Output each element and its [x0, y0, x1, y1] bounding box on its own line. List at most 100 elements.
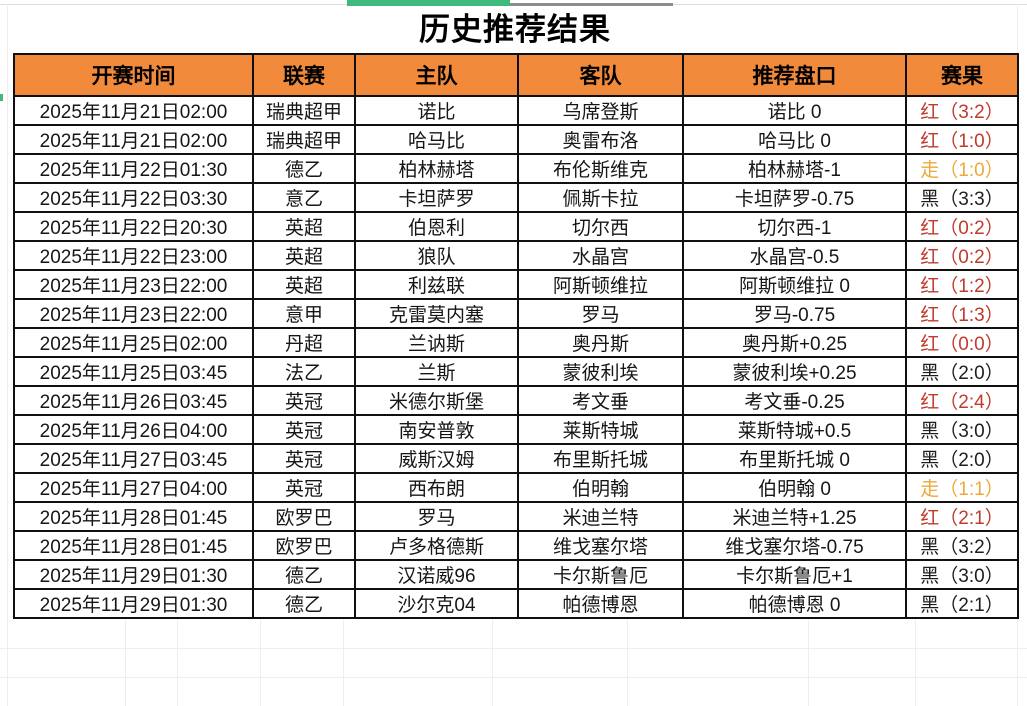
result-cell[interactable]: 红（1:0）: [905, 124, 1019, 155]
away-team-cell[interactable]: 乌席登斯: [517, 95, 684, 126]
kickoff-time-cell[interactable]: 2025年11月21日02:00: [13, 95, 254, 126]
horizontal-scrollbar-thumb[interactable]: [347, 0, 510, 6]
column-header-handicap[interactable]: 推荐盘口: [682, 53, 907, 97]
away-team-cell[interactable]: 蒙彼利埃: [517, 356, 684, 387]
league-cell[interactable]: 欧罗巴: [252, 530, 356, 561]
league-cell[interactable]: 德乙: [252, 588, 356, 619]
kickoff-time-cell[interactable]: 2025年11月22日23:00: [13, 240, 254, 271]
home-team-cell[interactable]: 兰讷斯: [354, 327, 519, 358]
home-team-cell[interactable]: 沙尔克04: [354, 588, 519, 619]
result-cell[interactable]: 黑（3:0）: [905, 559, 1019, 590]
home-team-cell[interactable]: 卡坦萨罗: [354, 182, 519, 213]
kickoff-time-cell[interactable]: 2025年11月27日03:45: [13, 443, 254, 474]
home-team-cell[interactable]: 狼队: [354, 240, 519, 271]
kickoff-time-cell[interactable]: 2025年11月28日01:45: [13, 501, 254, 532]
kickoff-time-cell[interactable]: 2025年11月29日01:30: [13, 588, 254, 619]
away-team-cell[interactable]: 罗马: [517, 298, 684, 329]
handicap-cell[interactable]: 罗马-0.75: [682, 298, 907, 329]
handicap-cell[interactable]: 帕德博恩 0: [682, 588, 907, 619]
column-header-result[interactable]: 赛果: [905, 53, 1019, 97]
home-team-cell[interactable]: 伯恩利: [354, 211, 519, 242]
handicap-cell[interactable]: 卡尔斯鲁厄+1: [682, 559, 907, 590]
handicap-cell[interactable]: 奥丹斯+0.25: [682, 327, 907, 358]
away-team-cell[interactable]: 米迪兰特: [517, 501, 684, 532]
league-cell[interactable]: 英超: [252, 269, 356, 300]
home-team-cell[interactable]: 柏林赫塔: [354, 153, 519, 184]
home-team-cell[interactable]: 罗马: [354, 501, 519, 532]
kickoff-time-cell[interactable]: 2025年11月28日01:45: [13, 530, 254, 561]
result-cell[interactable]: 红（0:2）: [905, 211, 1019, 242]
handicap-cell[interactable]: 切尔西-1: [682, 211, 907, 242]
kickoff-time-cell[interactable]: 2025年11月25日02:00: [13, 327, 254, 358]
handicap-cell[interactable]: 米迪兰特+1.25: [682, 501, 907, 532]
handicap-cell[interactable]: 伯明翰 0: [682, 472, 907, 503]
league-cell[interactable]: 意甲: [252, 298, 356, 329]
result-cell[interactable]: 红（1:2）: [905, 269, 1019, 300]
league-cell[interactable]: 英超: [252, 240, 356, 271]
horizontal-scrollbar-track[interactable]: [510, 3, 673, 6]
handicap-cell[interactable]: 莱斯特城+0.5: [682, 414, 907, 445]
handicap-cell[interactable]: 阿斯顿维拉 0: [682, 269, 907, 300]
league-cell[interactable]: 英冠: [252, 414, 356, 445]
handicap-cell[interactable]: 考文垂-0.25: [682, 385, 907, 416]
league-cell[interactable]: 欧罗巴: [252, 501, 356, 532]
away-team-cell[interactable]: 奥丹斯: [517, 327, 684, 358]
handicap-cell[interactable]: 布里斯托城 0: [682, 443, 907, 474]
home-team-cell[interactable]: 卢多格德斯: [354, 530, 519, 561]
handicap-cell[interactable]: 柏林赫塔-1: [682, 153, 907, 184]
kickoff-time-cell[interactable]: 2025年11月26日03:45: [13, 385, 254, 416]
handicap-cell[interactable]: 卡坦萨罗-0.75: [682, 182, 907, 213]
away-team-cell[interactable]: 奥雷布洛: [517, 124, 684, 155]
kickoff-time-cell[interactable]: 2025年11月23日22:00: [13, 298, 254, 329]
league-cell[interactable]: 瑞典超甲: [252, 124, 356, 155]
league-cell[interactable]: 瑞典超甲: [252, 95, 356, 126]
result-cell[interactable]: 红（1:3）: [905, 298, 1019, 329]
away-team-cell[interactable]: 切尔西: [517, 211, 684, 242]
kickoff-time-cell[interactable]: 2025年11月25日03:45: [13, 356, 254, 387]
league-cell[interactable]: 德乙: [252, 559, 356, 590]
league-cell[interactable]: 英冠: [252, 443, 356, 474]
column-header-home-team[interactable]: 主队: [354, 53, 519, 97]
result-cell[interactable]: 黑（3:3）: [905, 182, 1019, 213]
handicap-cell[interactable]: 维戈塞尔塔-0.75: [682, 530, 907, 561]
result-cell[interactable]: 走（1:1）: [905, 472, 1019, 503]
result-cell[interactable]: 红（0:2）: [905, 240, 1019, 271]
league-cell[interactable]: 英冠: [252, 385, 356, 416]
kickoff-time-cell[interactable]: 2025年11月22日20:30: [13, 211, 254, 242]
handicap-cell[interactable]: 哈马比 0: [682, 124, 907, 155]
home-team-cell[interactable]: 诺比: [354, 95, 519, 126]
home-team-cell[interactable]: 米德尔斯堡: [354, 385, 519, 416]
away-team-cell[interactable]: 卡尔斯鲁厄: [517, 559, 684, 590]
result-cell[interactable]: 红（2:1）: [905, 501, 1019, 532]
away-team-cell[interactable]: 莱斯特城: [517, 414, 684, 445]
kickoff-time-cell[interactable]: 2025年11月22日03:30: [13, 182, 254, 213]
result-cell[interactable]: 黑（3:0）: [905, 414, 1019, 445]
home-team-cell[interactable]: 西布朗: [354, 472, 519, 503]
kickoff-time-cell[interactable]: 2025年11月27日04:00: [13, 472, 254, 503]
result-cell[interactable]: 走（1:0）: [905, 153, 1019, 184]
home-team-cell[interactable]: 哈马比: [354, 124, 519, 155]
result-cell[interactable]: 黑（2:0）: [905, 443, 1019, 474]
home-team-cell[interactable]: 汉诺威96: [354, 559, 519, 590]
result-cell[interactable]: 黑（3:2）: [905, 530, 1019, 561]
result-cell[interactable]: 红（2:4）: [905, 385, 1019, 416]
result-cell[interactable]: 黑（2:1）: [905, 588, 1019, 619]
handicap-cell[interactable]: 水晶宫-0.5: [682, 240, 907, 271]
home-team-cell[interactable]: 克雷莫内塞: [354, 298, 519, 329]
league-cell[interactable]: 法乙: [252, 356, 356, 387]
home-team-cell[interactable]: 兰斯: [354, 356, 519, 387]
league-cell[interactable]: 意乙: [252, 182, 356, 213]
handicap-cell[interactable]: 诺比 0: [682, 95, 907, 126]
kickoff-time-cell[interactable]: 2025年11月21日02:00: [13, 124, 254, 155]
league-cell[interactable]: 丹超: [252, 327, 356, 358]
league-cell[interactable]: 英超: [252, 211, 356, 242]
kickoff-time-cell[interactable]: 2025年11月22日01:30: [13, 153, 254, 184]
kickoff-time-cell[interactable]: 2025年11月26日04:00: [13, 414, 254, 445]
handicap-cell[interactable]: 蒙彼利埃+0.25: [682, 356, 907, 387]
home-team-cell[interactable]: 威斯汉姆: [354, 443, 519, 474]
away-team-cell[interactable]: 佩斯卡拉: [517, 182, 684, 213]
kickoff-time-cell[interactable]: 2025年11月29日01:30: [13, 559, 254, 590]
kickoff-time-cell[interactable]: 2025年11月23日22:00: [13, 269, 254, 300]
away-team-cell[interactable]: 考文垂: [517, 385, 684, 416]
away-team-cell[interactable]: 布伦斯维克: [517, 153, 684, 184]
